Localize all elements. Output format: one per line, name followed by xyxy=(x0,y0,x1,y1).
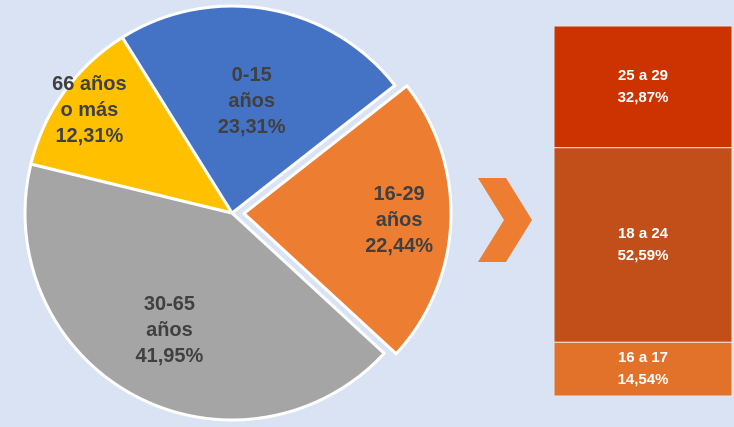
slice-value: 41,95% xyxy=(135,344,204,367)
slice-name: 66 años o más xyxy=(52,72,127,121)
segment-label: 18 a 24 52,59% xyxy=(618,223,669,267)
slice-label: 16-29 años 22,44% xyxy=(353,181,445,259)
slice-name: 30-65 años xyxy=(143,292,195,341)
segment-name: 25 a 29 xyxy=(617,66,669,84)
arrow xyxy=(478,178,532,262)
pie-slice xyxy=(120,4,397,215)
slice-value: 23,31% xyxy=(217,115,286,138)
pie-slice xyxy=(29,35,234,215)
pie-slice xyxy=(242,84,453,356)
slice-label: 66 años o más 12,31% xyxy=(43,71,135,149)
slice-value: 12,31% xyxy=(55,124,124,147)
slice-label: 30-65 años 41,95% xyxy=(123,291,215,369)
segment-name: 16 a 17 xyxy=(617,349,669,367)
segment-value: 52,59% xyxy=(617,246,669,264)
slice-name: 0-15 años xyxy=(228,63,276,112)
pie-slice xyxy=(23,162,386,422)
slice-label: 0-15 años 23,31% xyxy=(206,62,298,140)
segment-name: 18 a 24 xyxy=(617,224,669,242)
slice-value: 22,44% xyxy=(365,234,434,257)
segment-value: 32,87% xyxy=(617,88,669,106)
segment-label: 25 a 29 32,87% xyxy=(618,65,669,109)
bar-segment xyxy=(553,147,733,343)
slice-name: 16-29 años xyxy=(373,182,425,231)
bar-segment xyxy=(553,25,733,149)
segment-value: 14,54% xyxy=(617,371,669,389)
segment-label: 16 a 17 14,54% xyxy=(618,347,669,391)
bar-segment xyxy=(553,341,733,397)
